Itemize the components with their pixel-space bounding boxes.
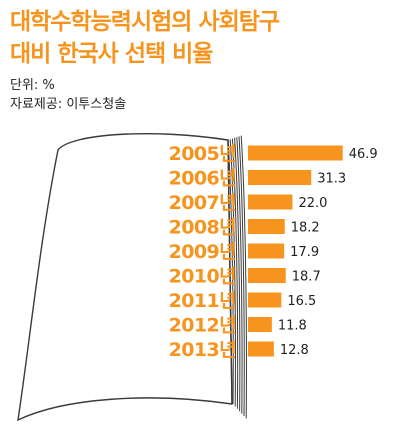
source-label: 자료제공: 이투스청솔 xyxy=(10,97,127,112)
open-book-illustration xyxy=(17,132,247,422)
value-label: 31.3 xyxy=(317,172,346,187)
book-page-edge-line xyxy=(231,138,239,409)
year-label: 2006년 xyxy=(169,168,236,190)
bar xyxy=(248,170,312,185)
value-labels-group: 46.931.3 22.0 18.2 17.9 18.7 16.5 11.8 12.8 xyxy=(278,147,378,358)
bar xyxy=(248,243,285,259)
value-label: 22.0 xyxy=(298,196,327,211)
value-label: 18.2 xyxy=(291,221,320,236)
chart-meta: 단위: % 자료제공: 이투스청솔 xyxy=(10,76,126,114)
bar xyxy=(248,145,343,161)
bar xyxy=(248,194,293,210)
unit-label: 단위: % xyxy=(10,78,55,93)
year-label: 2007년 xyxy=(169,192,236,214)
book-page-edge-line xyxy=(240,135,247,419)
book-page-edge-line xyxy=(238,136,245,417)
value-label: 16.5 xyxy=(287,294,316,309)
book-page-edge-line xyxy=(234,137,241,412)
bar xyxy=(248,317,272,332)
bar xyxy=(248,268,286,283)
book-page-edges xyxy=(227,135,247,419)
value-label: 17.9 xyxy=(290,245,319,260)
year-label: 2005년 xyxy=(169,143,236,165)
title-line-2: 대비 한국사 선택 비율 xyxy=(10,41,213,67)
year-label: 2011년 xyxy=(169,290,236,312)
value-label: 12.8 xyxy=(280,343,309,358)
book-page-edge-line xyxy=(229,139,236,407)
value-label: 11.8 xyxy=(278,319,307,334)
bar xyxy=(248,341,274,357)
chart-title: 대학수학능력시험의 사회탐구 대비 한국사 선택 비율 xyxy=(10,6,280,70)
bar xyxy=(248,219,285,234)
year-label: 2013년 xyxy=(169,339,236,361)
year-label: 2009년 xyxy=(169,241,236,263)
year-label: 2010년 xyxy=(169,266,236,288)
book-page-edge-line xyxy=(227,139,234,405)
bar xyxy=(248,292,282,308)
year-label: 2008년 xyxy=(169,217,236,239)
year-label: 2012년 xyxy=(169,315,236,337)
bars-group xyxy=(248,145,343,357)
title-line-1: 대학수학능력시험의 사회탐구 xyxy=(10,9,280,35)
book-left-page xyxy=(17,132,233,422)
value-label: 18.7 xyxy=(292,270,321,285)
book-page-edge-line xyxy=(236,137,243,414)
value-label: 46.9 xyxy=(349,147,378,162)
book-spine xyxy=(227,139,233,405)
